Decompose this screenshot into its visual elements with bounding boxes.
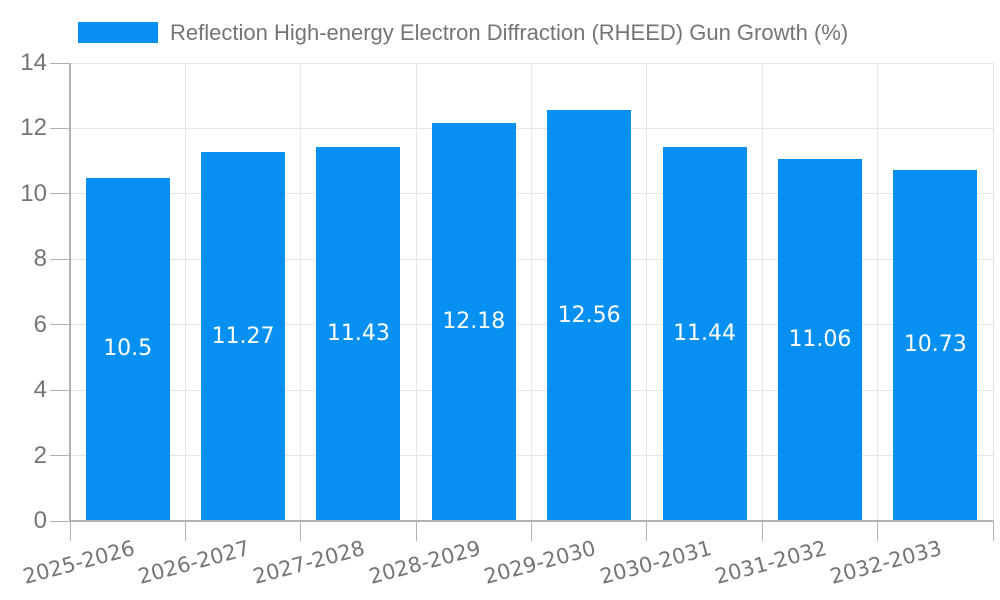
bar [547,110,632,520]
bar [85,177,170,520]
y-tick-label: 12 [20,114,47,142]
x-axis-tick [531,521,532,541]
x-axis-tick [415,521,417,541]
x-grid-line [877,63,879,521]
x-grid-line [415,63,417,521]
bar [316,147,401,520]
y-axis-line [69,63,71,521]
bar-value-label: 11.06 [788,327,852,353]
x-axis-line [69,520,993,522]
y-axis-tick [50,193,70,195]
x-axis-tick [184,521,186,541]
bar-value-label: 10.5 [103,336,153,362]
bar-value-label: 12.18 [442,308,506,334]
bar-value-label: 11.44 [673,320,737,346]
x-grid-line [761,63,763,521]
y-axis-tick [50,127,70,129]
legend-swatch [78,22,158,43]
y-axis-tick [50,455,70,457]
y-tick-label: 4 [33,376,47,404]
y-axis-tick [50,520,70,522]
y-axis-tick [50,62,70,64]
x-axis-tick [646,521,648,541]
bar [777,159,862,520]
y-tick-label: 10 [20,179,47,207]
bar-value-label: 11.43 [326,321,390,347]
x-grid-line [300,63,302,521]
x-axis-tick [69,521,71,541]
bar-value-label: 11.27 [211,323,275,349]
x-grid-line [646,63,648,521]
legend-label: Reflection High-energy Electron Diffract… [170,20,849,45]
bar [431,122,516,520]
bar [662,146,747,520]
x-axis-tick [877,521,879,541]
y-tick-label: 2 [33,441,47,469]
y-tick-label: 6 [33,310,47,338]
y-tick-label: 14 [20,49,47,76]
legend: Reflection High-energy Electron Diffract… [0,0,1000,50]
bar [201,152,286,520]
bar-value-label: 12.56 [557,302,621,328]
bar [893,169,978,520]
x-grid-line [184,63,186,521]
x-grid-line [992,63,994,521]
x-axis-tick [761,521,763,541]
y-tick-label: 0 [33,507,47,534]
bar-value-label: 10.73 [903,332,967,358]
x-grid-line [531,63,532,521]
y-tick-label: 8 [33,245,47,273]
x-axis-tick [992,521,994,541]
y-axis-tick [50,324,70,326]
y-axis-tick [50,389,70,391]
y-axis-tick [50,258,70,260]
x-axis-tick [300,521,302,541]
